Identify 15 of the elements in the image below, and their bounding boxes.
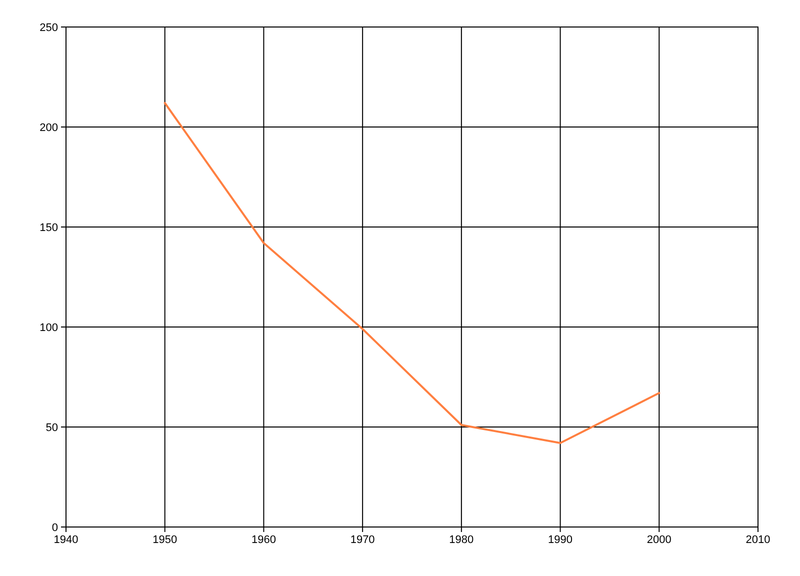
y-tick-label: 200 [40,122,58,134]
y-tick-label: 250 [40,22,58,34]
x-tick-label: 1940 [54,534,78,546]
x-tick-label: 1970 [350,534,375,546]
x-tick-label: 2010 [746,534,770,546]
y-tick-label: 50 [46,422,58,434]
x-tick-label: 1980 [449,534,474,546]
x-tick-label: 1960 [251,534,276,546]
y-tick-label: 0 [52,522,58,534]
y-tick-label: 100 [40,322,58,334]
x-tick-label: 1990 [548,534,573,546]
line-series [164,102,660,444]
x-tick-label: 2000 [646,534,672,546]
y-tick-label: 150 [40,222,58,234]
x-tick-label: 1950 [152,534,178,546]
